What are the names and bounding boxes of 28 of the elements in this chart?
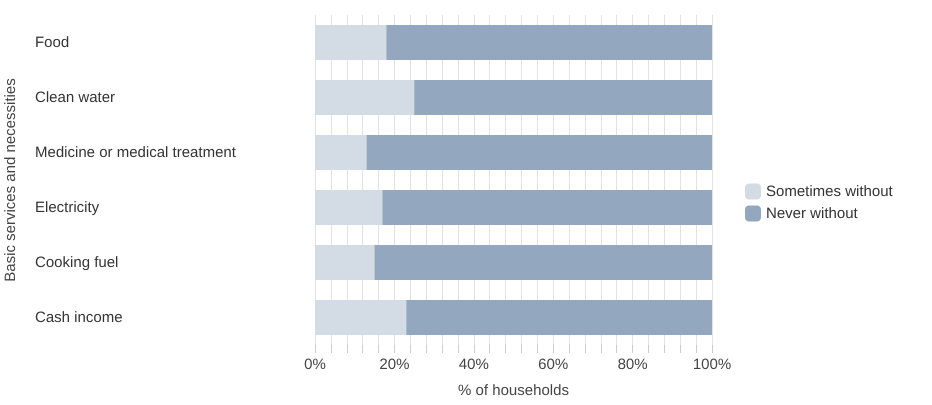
x-tick-label: 100% bbox=[692, 356, 732, 373]
bar bbox=[315, 80, 414, 115]
x-tick-label: 20% bbox=[379, 356, 410, 373]
bar bbox=[315, 245, 375, 280]
bar bbox=[374, 245, 712, 280]
x-tick-label: 0% bbox=[304, 356, 326, 373]
bar bbox=[315, 300, 406, 335]
bar bbox=[406, 300, 712, 335]
bar bbox=[315, 190, 382, 225]
y-tick-label: Electricity bbox=[35, 199, 100, 216]
y-tick-label: Cooking fuel bbox=[35, 254, 118, 271]
bar bbox=[315, 25, 386, 60]
y-axis-title: Basic services and necessities bbox=[2, 78, 19, 282]
bar bbox=[386, 25, 712, 60]
bar bbox=[414, 80, 712, 115]
legend-label: Never without bbox=[766, 205, 859, 222]
y-tick-label: Clean water bbox=[35, 89, 116, 106]
x-tick-label: 60% bbox=[538, 356, 568, 373]
y-tick-label: Food bbox=[35, 34, 70, 51]
bar bbox=[366, 135, 712, 170]
y-tick-label: Medicine or medical treatment bbox=[35, 144, 237, 161]
legend-label: Sometimes without bbox=[766, 183, 894, 200]
bar bbox=[382, 190, 712, 225]
y-tick-label: Cash income bbox=[35, 309, 123, 326]
x-tick-label: 80% bbox=[618, 356, 648, 373]
x-axis-title: % of households bbox=[458, 382, 569, 399]
x-tick-label: 40% bbox=[458, 356, 489, 373]
bar bbox=[315, 135, 367, 170]
